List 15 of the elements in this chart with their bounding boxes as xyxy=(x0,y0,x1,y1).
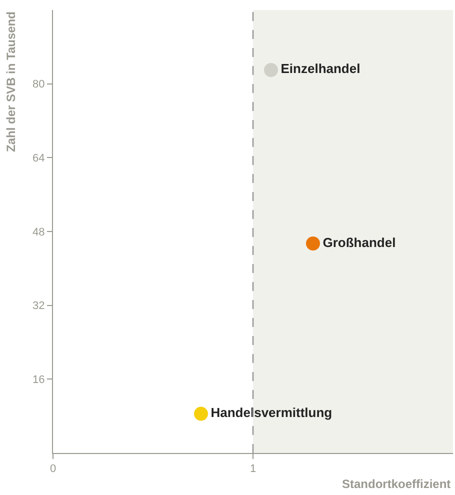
series-label: Einzelhandel xyxy=(280,61,360,76)
series-label: Großhandel xyxy=(322,234,396,250)
y-tick-label: 32 xyxy=(32,300,45,312)
y-tick-label: 80 xyxy=(32,78,45,91)
point xyxy=(194,406,208,421)
y-tick-label: 16 xyxy=(32,374,45,386)
y-tick-label: 64 xyxy=(32,152,45,165)
x-axis-title: Standortkoeffizient xyxy=(342,477,451,491)
series-label: Handelsvermittlung xyxy=(210,405,332,420)
y-tick-label: 48 xyxy=(32,226,45,238)
x-tick-label: 1 xyxy=(250,463,256,476)
y-axis-title: Zahl der SVB in Tausend xyxy=(4,12,18,152)
point xyxy=(264,62,278,77)
point xyxy=(306,236,320,250)
x-tick-label: 0 xyxy=(50,463,56,476)
